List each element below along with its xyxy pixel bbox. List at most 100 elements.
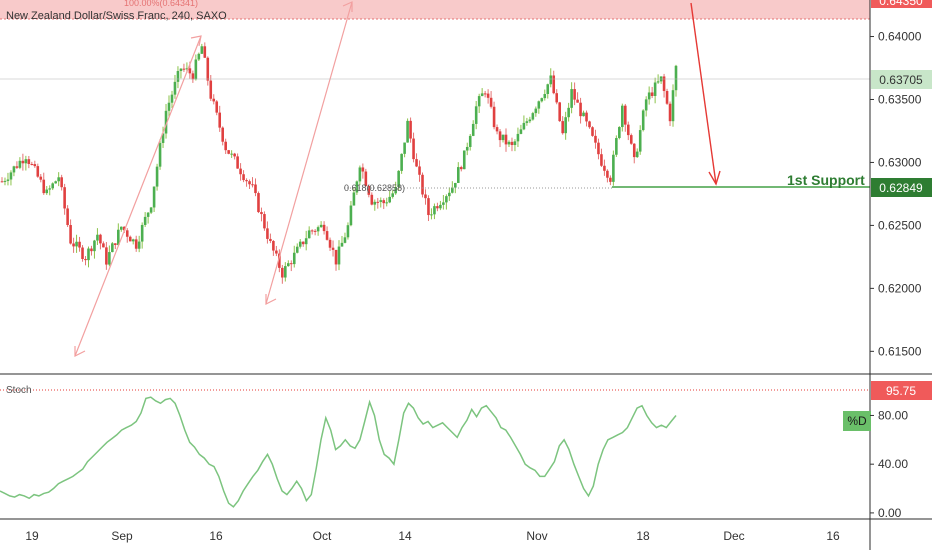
candle-down <box>486 93 490 98</box>
candle-down <box>191 73 195 80</box>
candle-down <box>84 259 87 261</box>
candle-up <box>284 266 287 278</box>
candle-up <box>656 81 660 83</box>
candle-down <box>278 253 281 268</box>
candle-up <box>117 229 120 246</box>
candle-down <box>182 68 186 70</box>
candle-down <box>427 198 430 216</box>
candle-down <box>421 174 424 195</box>
candle-up <box>519 129 523 134</box>
candle-up <box>522 122 526 130</box>
candle-up <box>456 167 460 183</box>
candle-up <box>167 102 171 111</box>
candle-up <box>9 172 13 180</box>
candle-down <box>272 241 275 251</box>
candle-up <box>152 186 156 208</box>
candle-up <box>543 94 547 99</box>
candle-up <box>618 127 621 139</box>
top-zone-badge: 0.64350 <box>871 0 932 8</box>
top-zone-badge-text: 0.64350 <box>879 0 923 8</box>
candle-up <box>635 151 639 158</box>
candle-down <box>495 127 499 132</box>
time-tick-label: 16 <box>826 529 840 543</box>
candle-down <box>579 102 582 117</box>
candle-up <box>179 68 183 72</box>
candle-down <box>415 159 418 167</box>
candle-up <box>176 71 180 82</box>
candle-up <box>525 121 529 123</box>
candle-up <box>137 241 141 249</box>
candle-up <box>164 110 168 134</box>
stoch-axis[interactable]: 80.00 40.00 0.00 <box>870 408 908 520</box>
resistance-zone <box>0 0 870 19</box>
candle-up <box>546 84 550 95</box>
candle-up <box>295 246 299 253</box>
candle-up <box>319 224 323 228</box>
candle-up <box>298 241 302 247</box>
candle-up <box>57 177 60 182</box>
candle-down <box>36 166 40 177</box>
candle-up <box>12 166 16 173</box>
candle-up <box>462 150 466 170</box>
candle-up <box>501 134 505 141</box>
projection-line-1 <box>74 35 202 357</box>
candle-up <box>537 101 541 109</box>
candle-down <box>90 248 93 252</box>
candle-down <box>313 230 317 232</box>
candle-up <box>406 120 409 143</box>
price-tick-label: 0.63000 <box>878 155 922 169</box>
candle-down <box>585 112 588 122</box>
candle-down <box>555 93 559 103</box>
candle-down <box>364 171 368 186</box>
candle-up <box>343 237 347 243</box>
candle-up <box>397 170 400 187</box>
candle-down <box>632 143 636 158</box>
candle-up <box>149 207 153 213</box>
candle-down <box>558 102 561 122</box>
candle-down <box>310 230 314 232</box>
candle-down <box>561 121 564 134</box>
candle-down <box>650 92 654 96</box>
candle-up <box>403 142 406 154</box>
candle-down <box>498 131 502 141</box>
candle-up <box>516 133 520 142</box>
candle-down <box>322 224 326 232</box>
candle-down <box>367 185 371 195</box>
candle-down <box>81 247 84 260</box>
candle-down <box>382 200 386 204</box>
candle-down <box>99 234 102 244</box>
candle-down <box>361 167 365 172</box>
candle-down <box>301 241 305 245</box>
candle-up <box>75 241 78 247</box>
candle-down <box>203 46 207 58</box>
candle-up <box>570 89 573 108</box>
candle-down <box>206 57 210 81</box>
candle-up <box>185 68 189 70</box>
candle-down <box>281 267 284 278</box>
candle-down <box>483 93 487 95</box>
candle-up <box>430 214 433 216</box>
candle-up <box>143 216 147 225</box>
candle-up <box>439 204 442 209</box>
stoch-pane-label: Stoch <box>6 385 32 396</box>
candle-up <box>87 248 90 261</box>
time-axis[interactable]: 19 Sep 16 Oct 14 Nov 18 Dec 16 <box>25 529 840 543</box>
candle-down <box>266 228 269 239</box>
candle-up <box>108 252 111 265</box>
candle-down <box>72 243 75 247</box>
candle-up <box>433 206 436 215</box>
candle-down <box>459 167 463 170</box>
candle-up <box>621 105 624 128</box>
arrow-head-top <box>342 1 353 12</box>
candle-down <box>376 201 380 203</box>
candle-up <box>93 240 96 252</box>
candle-down <box>39 176 43 180</box>
candle-up <box>304 238 308 245</box>
candle-down <box>60 177 63 188</box>
candle-up <box>155 166 159 187</box>
down-arrow-head <box>708 170 721 186</box>
price-axis[interactable]: 0.64000 0.63500 0.63000 0.62500 0.62000 0.615… <box>870 30 922 359</box>
candle-down <box>188 68 192 74</box>
candle-down <box>370 194 374 205</box>
